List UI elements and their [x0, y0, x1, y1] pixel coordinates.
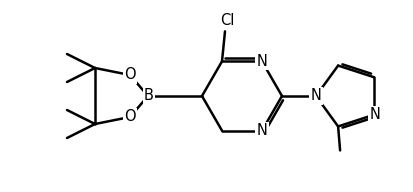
Text: N: N	[256, 54, 267, 69]
Text: N: N	[368, 107, 380, 122]
Text: Cl: Cl	[219, 13, 234, 28]
Text: O: O	[124, 109, 135, 124]
Text: N: N	[310, 89, 320, 103]
Text: N: N	[256, 123, 267, 138]
Text: O: O	[124, 68, 135, 83]
Text: B: B	[144, 89, 154, 103]
